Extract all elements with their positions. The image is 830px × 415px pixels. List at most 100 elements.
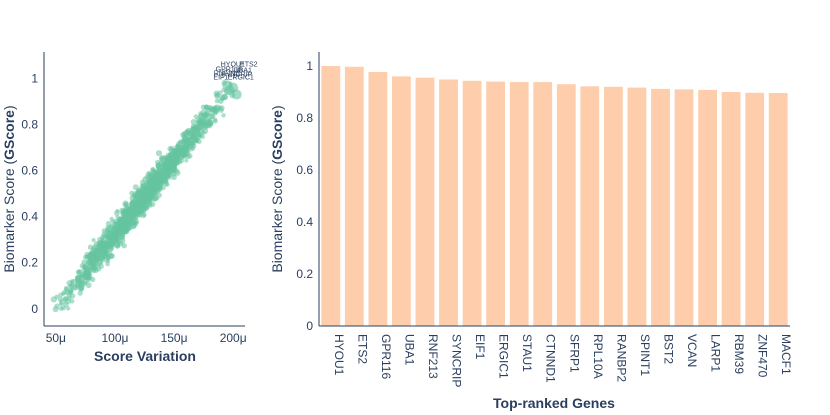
bar bbox=[580, 86, 600, 326]
scatter-point bbox=[193, 114, 199, 119]
scatter-point bbox=[54, 303, 60, 309]
scatter-point bbox=[128, 219, 136, 226]
scatter-point bbox=[66, 291, 72, 298]
scatter-point bbox=[91, 238, 96, 243]
scatter-point bbox=[105, 241, 112, 248]
scatter-point bbox=[106, 255, 112, 261]
scatter-y-tick-label: 1 bbox=[31, 71, 38, 85]
scatter-point bbox=[164, 182, 170, 187]
scatter-point bbox=[186, 153, 193, 159]
scatter-point bbox=[118, 222, 124, 228]
scatter-x-tick-label: 200μ bbox=[220, 331, 247, 345]
scatter-point bbox=[132, 184, 139, 191]
scatter-point bbox=[214, 98, 220, 104]
bar-y-tick-label: 1 bbox=[306, 59, 313, 73]
scatter-point bbox=[212, 108, 220, 115]
scatter-point bbox=[167, 146, 173, 152]
bar bbox=[651, 88, 670, 327]
scatter-point bbox=[221, 93, 228, 101]
scatter-point bbox=[207, 119, 214, 126]
bar-x-tick-label: VCAN bbox=[685, 334, 699, 367]
scatter-y-axis-title: Biomarker Score (GScore) bbox=[1, 105, 17, 272]
scatter-point bbox=[150, 201, 156, 207]
scatter-point bbox=[177, 148, 182, 153]
scatter-point bbox=[125, 207, 130, 212]
bar bbox=[392, 76, 411, 327]
scatter-point bbox=[80, 282, 86, 288]
bar-y-ticks: 0 0.2 0.4 0.6 0.8 1 bbox=[296, 59, 313, 333]
scatter-point bbox=[75, 275, 81, 281]
bar-x-tick-label: MACF1 bbox=[779, 334, 793, 375]
scatter-point bbox=[97, 263, 104, 270]
scatter-point bbox=[221, 113, 226, 118]
scatter-point bbox=[66, 306, 71, 311]
scatter-point bbox=[91, 257, 97, 262]
scatter-y-ticks: 0 0.2 0.4 0.6 0.8 1 bbox=[21, 71, 38, 315]
bar-y-tick-label: 0.2 bbox=[296, 267, 313, 281]
scatter-point bbox=[153, 169, 158, 174]
bar-y-title-bold: GScore bbox=[269, 110, 285, 160]
scatter-annotation-label: UBA1 bbox=[234, 67, 252, 74]
scatter-point bbox=[69, 299, 75, 304]
scatter-point bbox=[217, 90, 223, 96]
scatter-y-tick-label: 0.4 bbox=[21, 210, 38, 224]
scatter-point bbox=[83, 274, 90, 281]
scatter-point bbox=[130, 199, 135, 204]
scatter-point bbox=[144, 199, 150, 205]
scatter-point bbox=[90, 276, 96, 283]
scatter-annotation-label: HYOU1 bbox=[221, 61, 245, 68]
bar-y-tick-label: 0 bbox=[306, 319, 313, 333]
scatter-point bbox=[201, 113, 207, 118]
bars bbox=[321, 66, 788, 327]
scatter-y-tick-label: 0 bbox=[31, 302, 38, 316]
scatter-point bbox=[61, 305, 66, 311]
scatter-point bbox=[114, 239, 120, 245]
scatter-x-tick-label: 100μ bbox=[101, 331, 128, 345]
scatter-point bbox=[203, 122, 209, 129]
scatter-point bbox=[105, 220, 112, 227]
scatter-x-axis-title: Score Variation bbox=[94, 348, 196, 364]
bar bbox=[745, 92, 765, 326]
bar bbox=[344, 66, 364, 327]
scatter-point bbox=[181, 153, 187, 158]
bar-x-tick-label: UBA1 bbox=[402, 334, 416, 366]
scatter-point bbox=[96, 240, 102, 245]
scatter-point bbox=[171, 149, 177, 155]
scatter-point bbox=[76, 269, 82, 275]
scatter-point bbox=[85, 254, 91, 260]
bar bbox=[768, 93, 788, 326]
bar-x-tick-label: GPR116 bbox=[379, 334, 393, 379]
scatter-point bbox=[110, 241, 116, 246]
scatter-point bbox=[106, 233, 113, 240]
scatter-point bbox=[121, 243, 127, 249]
scatter-highlight-point bbox=[222, 80, 233, 91]
scatter-point bbox=[78, 285, 84, 292]
scatter-point bbox=[129, 190, 135, 196]
scatter-point bbox=[81, 259, 88, 266]
scatter-x-tick-label: 150μ bbox=[161, 331, 188, 345]
scatter-point bbox=[181, 146, 187, 152]
scatter-point bbox=[105, 225, 110, 230]
bar bbox=[533, 82, 553, 326]
scatter-annotation-label: ERGIC1 bbox=[228, 74, 254, 81]
scatter-point bbox=[123, 202, 129, 208]
scatter-point bbox=[128, 206, 134, 211]
bar bbox=[462, 80, 482, 326]
scatter-point bbox=[101, 231, 107, 237]
bar bbox=[486, 81, 505, 326]
scatter-point bbox=[77, 290, 83, 296]
scatter-point bbox=[171, 167, 178, 174]
bar-x-tick-label: CTNND1 bbox=[544, 334, 558, 383]
bar bbox=[439, 79, 458, 326]
scatter-point bbox=[189, 136, 195, 143]
scatter-point bbox=[85, 259, 91, 265]
scatter-point bbox=[69, 282, 75, 287]
scatter-point bbox=[155, 150, 163, 157]
bar-x-tick-label: RANBP2 bbox=[614, 334, 628, 382]
scatter-annotation-label: ETS2 bbox=[240, 61, 258, 68]
bar-x-tick-label: BST2 bbox=[662, 334, 676, 364]
scatter-point bbox=[154, 172, 161, 179]
scatter-point bbox=[197, 122, 202, 127]
bar-x-tick-label: RNF213 bbox=[426, 334, 440, 379]
bar-y-tick-label: 0.6 bbox=[296, 163, 313, 177]
